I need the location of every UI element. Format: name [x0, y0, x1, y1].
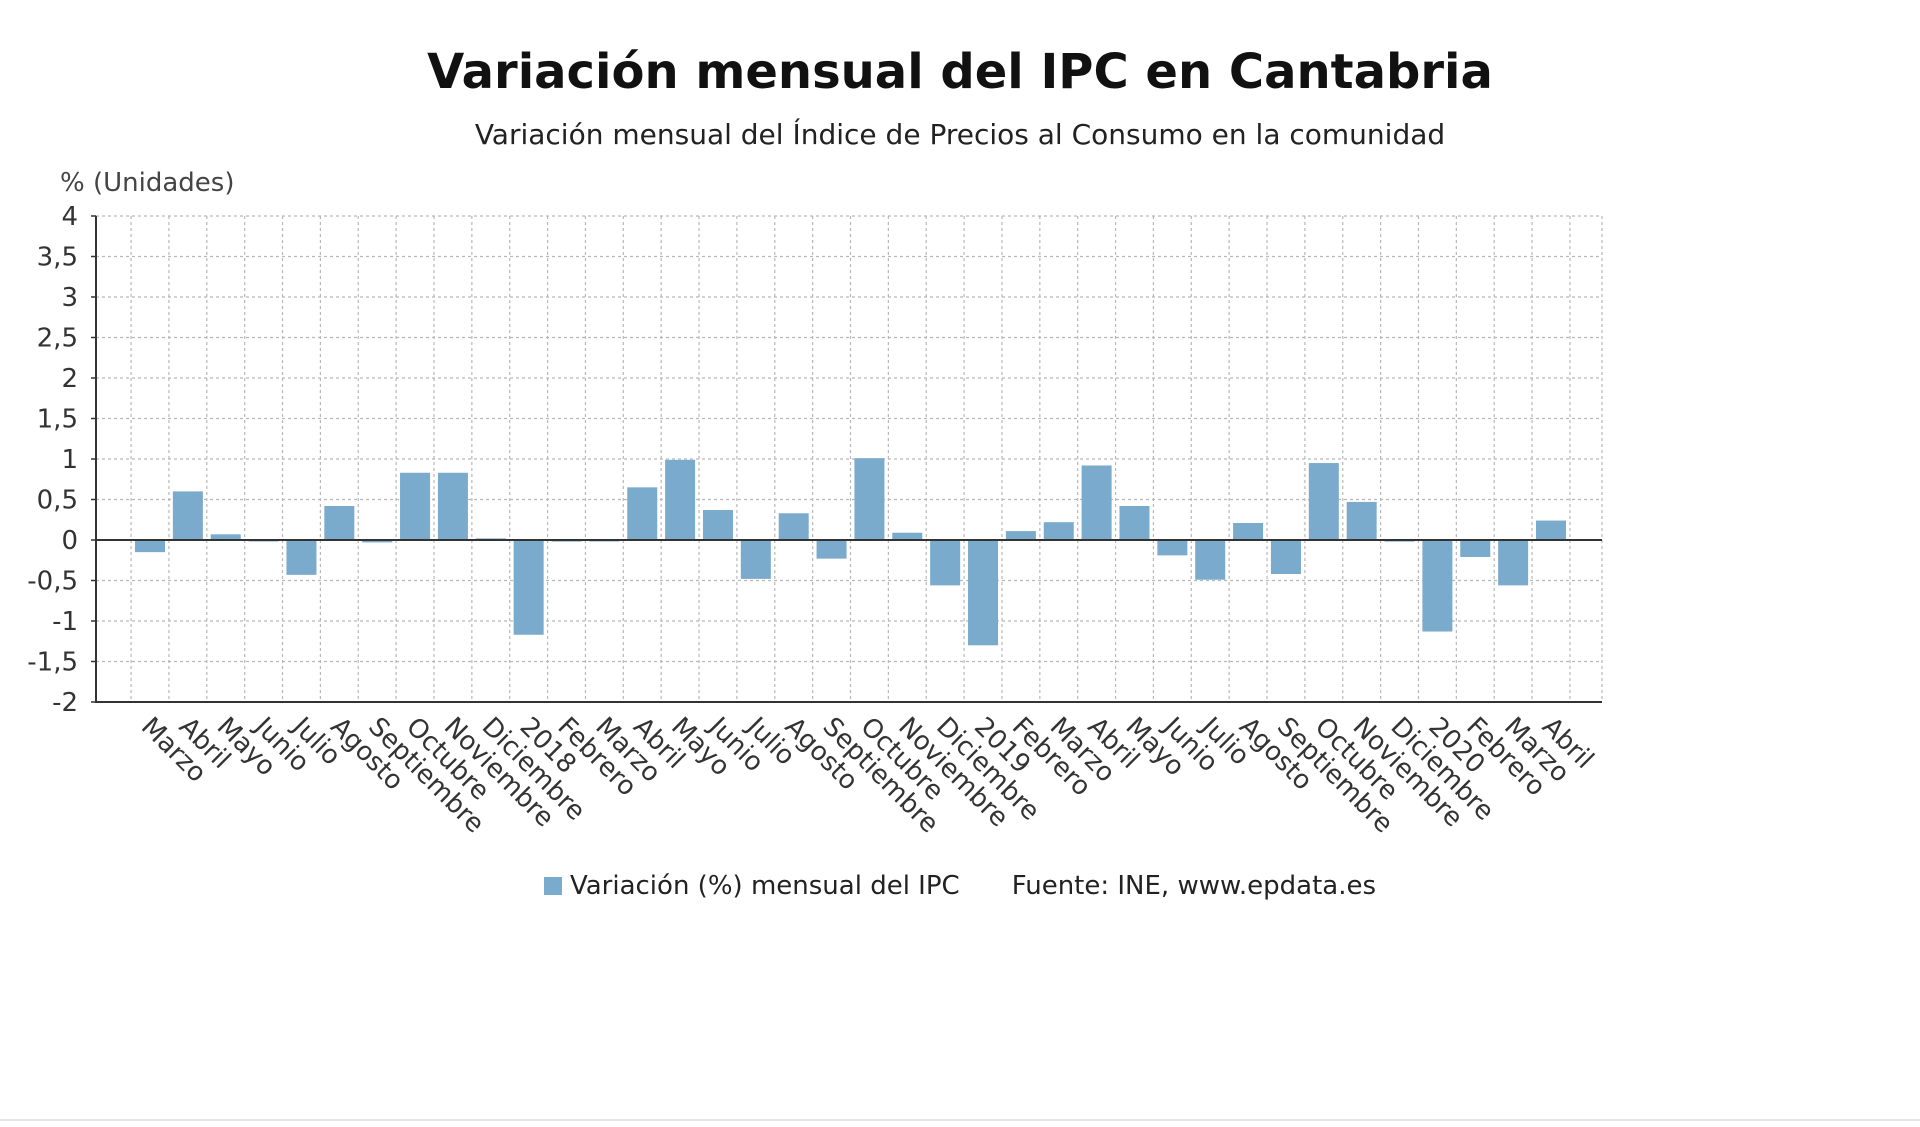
bar — [968, 540, 999, 646]
bar — [1043, 522, 1074, 540]
bar — [437, 472, 468, 540]
bar — [400, 472, 431, 540]
y-tick-label: -1 — [52, 607, 78, 637]
y-tick-label: 3,5 — [37, 243, 78, 273]
y-tick-label: 3 — [61, 283, 78, 313]
bar — [172, 491, 203, 540]
bar — [740, 540, 771, 579]
bar — [324, 505, 355, 540]
legend-swatch — [543, 876, 562, 895]
y-axis-label: % (Unidades) — [60, 168, 235, 198]
y-tick-label: -0,5 — [27, 567, 78, 597]
bar — [362, 540, 393, 543]
bar — [286, 540, 317, 575]
y-tick-labels: 4 3,5 3 2,5 2 1,5 1 0,5 0 -0,5 -1 -1,5 -2 — [27, 202, 78, 718]
bar — [665, 459, 696, 540]
grid — [96, 215, 1603, 703]
bar — [1195, 540, 1226, 580]
bar — [778, 513, 809, 540]
source-note: Fuente: INE, www.epdata.es — [1011, 870, 1377, 901]
bar — [1536, 520, 1566, 540]
y-tick-label: 0,5 — [37, 486, 78, 516]
y-tick-label: 4 — [61, 202, 78, 232]
bar — [892, 532, 923, 540]
bar — [702, 510, 733, 540]
bar — [1081, 465, 1112, 540]
x-tick-labels: MarzoAbrilMayoJunioJulioAgostoSeptiembre… — [135, 710, 1599, 839]
y-tick-label: -1,5 — [27, 648, 78, 678]
bar — [1422, 540, 1453, 632]
bar — [930, 540, 961, 586]
chart-title: Variación mensual del IPC en Cantabria — [427, 44, 1493, 100]
bar-chart: 4 3,5 3 2,5 2 1,5 1 0,5 0 -0,5 -1 -1,5 -2 MarzoAbril… — [27, 202, 1603, 839]
y-tick-label: 0 — [61, 526, 78, 556]
bar — [1498, 540, 1529, 586]
bars — [135, 458, 1566, 646]
bar — [1157, 540, 1188, 556]
bar — [627, 487, 658, 540]
bar — [513, 540, 544, 635]
bar — [210, 534, 241, 540]
bar — [816, 540, 847, 559]
chart-subtitle: Variación mensual del Índice de Precios … — [474, 118, 1446, 151]
bar — [854, 458, 885, 540]
y-tick-label: 1 — [61, 445, 78, 475]
y-tick-label: 2,5 — [37, 324, 78, 354]
legend: Variación (%) mensual del IPC Fuente: INE… — [0, 870, 1920, 901]
y-tick-label: 1,5 — [37, 405, 78, 435]
bar — [135, 540, 165, 553]
axes — [91, 215, 1602, 703]
bar — [1119, 505, 1150, 540]
bottom-divider — [0, 1119, 1920, 1121]
bar — [1346, 501, 1377, 540]
bar — [1005, 531, 1036, 540]
bar — [1233, 522, 1264, 540]
y-tick-label: 2 — [61, 364, 78, 394]
legend-label: Variación (%) mensual del IPC — [569, 870, 960, 901]
bar — [1308, 463, 1339, 540]
bar — [1460, 540, 1491, 558]
y-tick-label: -2 — [52, 688, 78, 718]
bar — [1270, 540, 1301, 575]
